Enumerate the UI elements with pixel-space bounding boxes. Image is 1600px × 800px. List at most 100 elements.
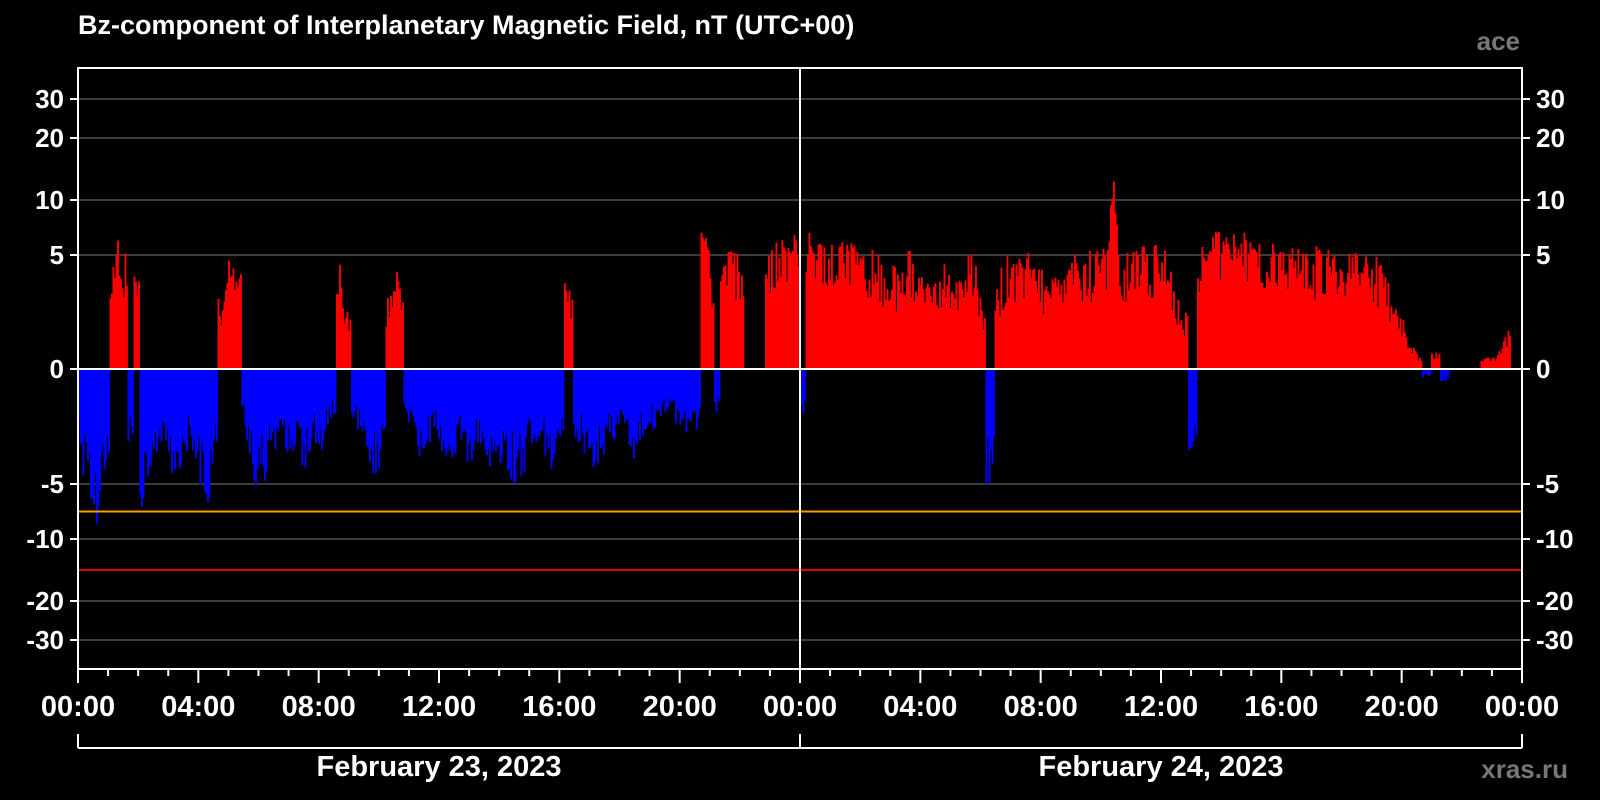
bz-bar bbox=[984, 318, 986, 369]
bz-bar bbox=[543, 369, 545, 419]
bz-bar bbox=[976, 288, 979, 369]
bz-bar bbox=[510, 369, 512, 479]
bz-bar bbox=[1375, 256, 1378, 369]
bz-bar bbox=[525, 369, 527, 438]
bz-bar bbox=[1405, 337, 1408, 369]
bz-bar bbox=[1071, 262, 1073, 369]
bz-bar bbox=[1311, 290, 1313, 369]
bz-bar bbox=[831, 244, 833, 369]
bz-bar bbox=[1077, 270, 1079, 369]
bz-bar bbox=[630, 369, 632, 447]
bz-bar bbox=[336, 294, 338, 369]
bz-bar bbox=[895, 311, 898, 369]
bz-bar bbox=[1483, 358, 1486, 369]
bz-bar bbox=[1381, 273, 1384, 369]
bz-bar bbox=[1345, 282, 1348, 369]
bz-bar bbox=[1101, 258, 1103, 369]
bz-bar bbox=[1186, 316, 1189, 369]
bz-bar bbox=[480, 369, 482, 444]
bz-bar bbox=[841, 242, 844, 369]
y-tick-label-left: 0 bbox=[50, 354, 64, 384]
bz-bar bbox=[1054, 277, 1057, 369]
bz-bar bbox=[280, 369, 283, 418]
bz-bar bbox=[822, 283, 824, 369]
bz-bar bbox=[1027, 252, 1030, 369]
bz-bar bbox=[427, 369, 430, 417]
bz-bar bbox=[1270, 257, 1273, 369]
bz-bar bbox=[1347, 273, 1349, 369]
bz-bar bbox=[127, 369, 130, 442]
bz-bar bbox=[828, 258, 830, 369]
bz-bar bbox=[462, 369, 464, 432]
bz-bar bbox=[1288, 254, 1291, 369]
bz-bar bbox=[1269, 281, 1271, 369]
bz-bar bbox=[931, 302, 934, 369]
bz-bar bbox=[1056, 286, 1058, 369]
bz-bar bbox=[1068, 269, 1070, 369]
bz-bar bbox=[1141, 246, 1144, 369]
bz-bar bbox=[1360, 272, 1363, 369]
bz-bar bbox=[180, 369, 182, 466]
bz-bar bbox=[403, 369, 406, 404]
bz-bar bbox=[924, 302, 926, 369]
bz-bar bbox=[247, 369, 250, 426]
bz-bar bbox=[1264, 287, 1267, 369]
bz-bar bbox=[307, 369, 310, 452]
bz-bar bbox=[535, 369, 538, 443]
bz-bar bbox=[1306, 258, 1309, 369]
bz-bar bbox=[405, 369, 407, 408]
date-label-feb-24: February 24, 2023 bbox=[1038, 751, 1284, 783]
bz-bar bbox=[208, 369, 211, 498]
bz-bar bbox=[997, 300, 1000, 369]
bz-bar bbox=[703, 241, 706, 369]
bz-bar bbox=[1389, 321, 1391, 369]
bz-bar bbox=[1228, 248, 1231, 369]
bz-bar bbox=[861, 259, 863, 369]
bz-bar bbox=[1420, 360, 1423, 369]
bz-bar bbox=[1092, 292, 1094, 369]
bz-bar bbox=[129, 369, 131, 417]
bz-bar bbox=[229, 277, 232, 369]
bz-bar bbox=[850, 243, 853, 369]
bz-bar bbox=[1122, 300, 1124, 369]
bz-bar bbox=[697, 369, 700, 418]
bz-bar bbox=[1002, 309, 1004, 369]
bz-bar bbox=[93, 369, 95, 505]
bz-bar bbox=[345, 317, 347, 369]
bz-bar bbox=[318, 369, 320, 444]
bz-bar bbox=[919, 285, 922, 369]
credit-label: xras.ru bbox=[1481, 754, 1568, 784]
bz-bar bbox=[1197, 278, 1199, 369]
bz-bar bbox=[120, 278, 122, 369]
bz-bar bbox=[1494, 360, 1496, 369]
bz-bar bbox=[1093, 285, 1096, 369]
bz-bar bbox=[1386, 305, 1388, 369]
bz-bar bbox=[1032, 270, 1034, 369]
bz-bar bbox=[604, 369, 607, 425]
bz-bar bbox=[486, 369, 488, 455]
bz-bar bbox=[645, 369, 647, 430]
bz-bar bbox=[421, 369, 424, 448]
bz-bar bbox=[1176, 324, 1178, 369]
bz-bar bbox=[429, 369, 431, 443]
bz-bar bbox=[1380, 265, 1382, 369]
bz-bar bbox=[1216, 233, 1219, 369]
bz-bar bbox=[1017, 275, 1019, 369]
bz-bar bbox=[1209, 251, 1211, 369]
bz-bar bbox=[1431, 353, 1433, 369]
bz-bar bbox=[1489, 360, 1492, 369]
bz-bar bbox=[237, 287, 239, 369]
bz-bar bbox=[1038, 269, 1040, 369]
bz-bar bbox=[877, 254, 880, 369]
bz-bar bbox=[573, 369, 575, 424]
bz-bar bbox=[468, 369, 470, 444]
bz-bar bbox=[1312, 264, 1315, 369]
bz-bar bbox=[1366, 264, 1369, 369]
bz-bar bbox=[1218, 231, 1220, 369]
bz-bar bbox=[154, 369, 157, 433]
bz-bar bbox=[1396, 316, 1399, 369]
bz-bar bbox=[498, 369, 500, 446]
bz-bar bbox=[1227, 243, 1229, 369]
bz-bar bbox=[364, 369, 367, 431]
bz-bar bbox=[213, 369, 215, 440]
